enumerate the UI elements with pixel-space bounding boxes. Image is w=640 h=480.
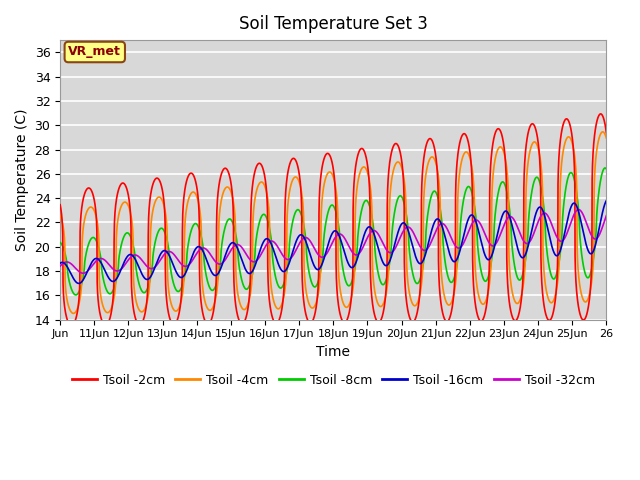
- Y-axis label: Soil Temperature (C): Soil Temperature (C): [15, 108, 29, 251]
- X-axis label: Time: Time: [316, 345, 350, 359]
- Title: Soil Temperature Set 3: Soil Temperature Set 3: [239, 15, 428, 33]
- Text: VR_met: VR_met: [68, 46, 121, 59]
- Legend: Tsoil -2cm, Tsoil -4cm, Tsoil -8cm, Tsoil -16cm, Tsoil -32cm: Tsoil -2cm, Tsoil -4cm, Tsoil -8cm, Tsoi…: [67, 369, 600, 392]
